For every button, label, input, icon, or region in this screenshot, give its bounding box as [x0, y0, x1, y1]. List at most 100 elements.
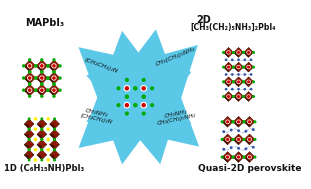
- Polygon shape: [239, 116, 244, 122]
- Circle shape: [29, 65, 31, 67]
- Circle shape: [117, 104, 120, 106]
- Circle shape: [47, 65, 49, 67]
- Circle shape: [225, 74, 227, 75]
- Circle shape: [125, 104, 128, 107]
- Text: MAPbI₃: MAPbI₃: [25, 18, 64, 28]
- Polygon shape: [244, 139, 249, 145]
- Circle shape: [247, 95, 250, 98]
- Circle shape: [23, 77, 25, 79]
- Polygon shape: [222, 122, 228, 127]
- Circle shape: [237, 51, 240, 54]
- Circle shape: [228, 52, 229, 53]
- Circle shape: [53, 83, 55, 85]
- Polygon shape: [37, 155, 42, 160]
- Circle shape: [29, 77, 31, 79]
- Polygon shape: [50, 134, 54, 139]
- Circle shape: [142, 87, 145, 90]
- Circle shape: [35, 77, 37, 79]
- Circle shape: [238, 59, 239, 60]
- Polygon shape: [228, 134, 233, 139]
- Polygon shape: [244, 48, 253, 57]
- Polygon shape: [239, 62, 244, 67]
- Polygon shape: [119, 105, 127, 113]
- Circle shape: [238, 66, 239, 68]
- Text: Quasi-2D perovskite: Quasi-2D perovskite: [197, 164, 301, 173]
- Polygon shape: [50, 119, 59, 129]
- Circle shape: [52, 64, 56, 68]
- Circle shape: [142, 79, 145, 81]
- Circle shape: [134, 87, 137, 90]
- Circle shape: [238, 121, 239, 123]
- Circle shape: [41, 65, 43, 67]
- Circle shape: [41, 59, 43, 61]
- Polygon shape: [234, 92, 244, 101]
- Polygon shape: [30, 84, 35, 90]
- Circle shape: [29, 59, 31, 61]
- Circle shape: [227, 139, 229, 140]
- Circle shape: [28, 118, 30, 120]
- Circle shape: [141, 102, 146, 108]
- Polygon shape: [54, 140, 59, 145]
- Circle shape: [35, 149, 36, 151]
- Polygon shape: [48, 60, 60, 72]
- Circle shape: [228, 81, 229, 83]
- Circle shape: [28, 149, 30, 150]
- Circle shape: [41, 83, 43, 85]
- Polygon shape: [29, 140, 34, 145]
- Polygon shape: [244, 116, 255, 127]
- Polygon shape: [42, 150, 47, 155]
- Circle shape: [245, 130, 247, 132]
- Circle shape: [248, 81, 249, 83]
- Circle shape: [248, 121, 250, 123]
- Polygon shape: [136, 97, 152, 113]
- Circle shape: [238, 96, 239, 97]
- Circle shape: [244, 88, 245, 90]
- Circle shape: [248, 156, 250, 158]
- Circle shape: [227, 66, 230, 69]
- Circle shape: [126, 95, 128, 98]
- Circle shape: [232, 74, 233, 75]
- Circle shape: [243, 66, 244, 68]
- Circle shape: [253, 129, 254, 130]
- Circle shape: [221, 139, 223, 140]
- Circle shape: [233, 66, 234, 68]
- Circle shape: [23, 89, 25, 91]
- Polygon shape: [244, 52, 248, 57]
- Polygon shape: [127, 97, 135, 105]
- Circle shape: [226, 138, 229, 141]
- Circle shape: [28, 64, 32, 68]
- Circle shape: [134, 104, 137, 106]
- Polygon shape: [224, 82, 229, 87]
- Circle shape: [35, 89, 37, 91]
- Polygon shape: [24, 72, 35, 84]
- Circle shape: [225, 88, 227, 90]
- Circle shape: [53, 59, 55, 61]
- Circle shape: [233, 96, 234, 97]
- Circle shape: [223, 81, 224, 83]
- Circle shape: [35, 77, 37, 79]
- Circle shape: [243, 81, 244, 83]
- Circle shape: [35, 128, 36, 130]
- Polygon shape: [224, 97, 229, 101]
- Polygon shape: [249, 152, 255, 157]
- Polygon shape: [36, 78, 42, 84]
- Circle shape: [53, 95, 55, 97]
- Circle shape: [228, 66, 229, 68]
- Polygon shape: [48, 66, 54, 72]
- Polygon shape: [234, 97, 239, 101]
- Polygon shape: [229, 48, 233, 52]
- Circle shape: [248, 66, 249, 68]
- Polygon shape: [50, 140, 59, 149]
- Circle shape: [28, 88, 32, 92]
- Circle shape: [47, 159, 49, 161]
- Circle shape: [54, 139, 55, 140]
- Polygon shape: [234, 77, 244, 87]
- Polygon shape: [248, 92, 253, 97]
- Text: 2D: 2D: [196, 15, 211, 25]
- Circle shape: [142, 95, 145, 98]
- Polygon shape: [24, 60, 35, 72]
- Polygon shape: [48, 90, 54, 96]
- Polygon shape: [29, 150, 34, 155]
- Circle shape: [226, 156, 229, 159]
- Circle shape: [248, 139, 250, 140]
